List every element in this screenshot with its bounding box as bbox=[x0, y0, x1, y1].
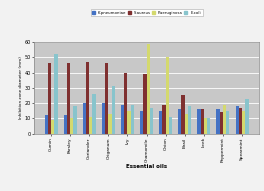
Bar bbox=[181, 96, 185, 134]
Bar bbox=[178, 109, 181, 134]
Bar bbox=[92, 94, 96, 134]
Bar bbox=[216, 109, 220, 134]
Bar bbox=[86, 62, 89, 134]
Bar bbox=[162, 105, 166, 134]
Bar bbox=[223, 105, 226, 134]
Bar bbox=[143, 74, 147, 134]
Bar bbox=[204, 118, 207, 134]
Bar bbox=[235, 106, 239, 134]
Bar bbox=[166, 57, 169, 134]
Bar bbox=[239, 108, 242, 134]
Bar bbox=[64, 115, 67, 134]
Bar bbox=[51, 120, 54, 134]
Bar bbox=[140, 111, 143, 134]
Bar bbox=[73, 106, 77, 134]
Bar bbox=[197, 109, 201, 134]
Bar bbox=[185, 114, 188, 134]
Y-axis label: Inhibition zone diameter (mm): Inhibition zone diameter (mm) bbox=[19, 56, 23, 119]
Bar bbox=[45, 115, 48, 134]
Bar bbox=[131, 105, 134, 134]
Bar bbox=[67, 63, 70, 134]
Bar bbox=[150, 108, 153, 134]
Bar bbox=[128, 111, 131, 134]
Bar bbox=[102, 103, 105, 134]
Bar bbox=[112, 86, 115, 134]
Bar bbox=[226, 111, 229, 134]
Bar bbox=[245, 99, 248, 134]
Bar bbox=[188, 106, 191, 134]
Bar bbox=[83, 103, 86, 134]
X-axis label: Essential oils: Essential oils bbox=[126, 163, 167, 169]
Bar bbox=[121, 105, 124, 134]
Bar bbox=[70, 118, 73, 134]
Bar bbox=[242, 111, 245, 134]
Bar bbox=[105, 63, 108, 134]
Bar bbox=[147, 44, 150, 134]
Bar bbox=[201, 109, 204, 134]
Bar bbox=[48, 63, 51, 134]
Bar bbox=[108, 114, 112, 134]
Bar bbox=[169, 117, 172, 134]
Bar bbox=[54, 54, 58, 134]
Bar bbox=[124, 73, 128, 134]
Bar bbox=[159, 111, 162, 134]
Bar bbox=[220, 112, 223, 134]
Bar bbox=[89, 117, 92, 134]
Legend: K.pneumoniae, S.aureus, P.aeruginosa, E.coli: K.pneumoniae, S.aureus, P.aeruginosa, E.… bbox=[91, 9, 202, 16]
Bar bbox=[207, 118, 210, 134]
